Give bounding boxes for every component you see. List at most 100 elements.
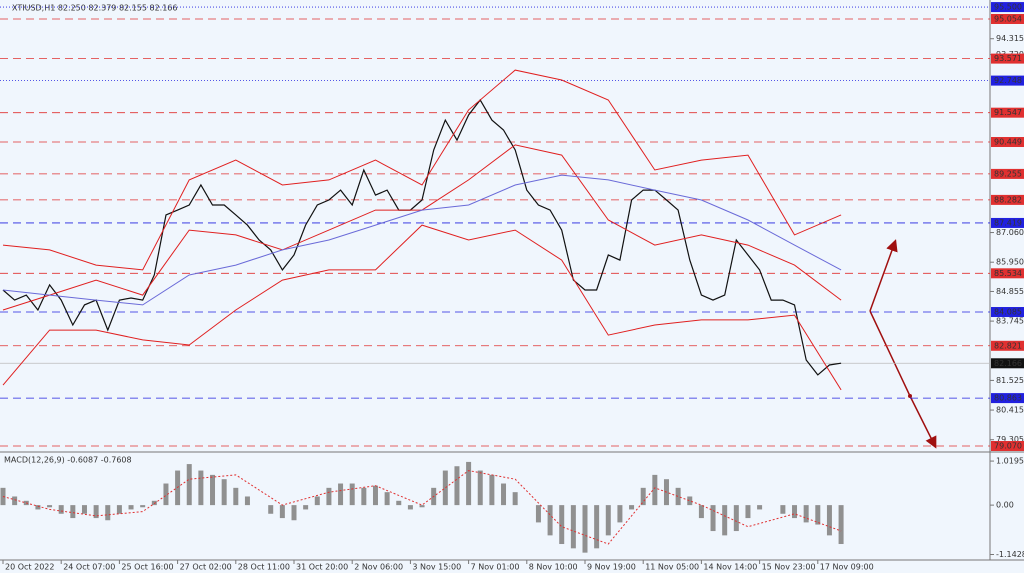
macd-bar xyxy=(477,470,483,506)
macd-bar xyxy=(81,505,87,514)
macd-bar xyxy=(221,479,227,506)
x-tick-label: 24 Oct 07:00 xyxy=(63,563,115,572)
macd-bar xyxy=(186,464,192,506)
x-tick-label: 15 Nov 23:00 xyxy=(762,563,816,572)
level-label-box xyxy=(991,440,1024,451)
macd-bar xyxy=(384,492,390,506)
x-tick-label: 17 Nov 09:00 xyxy=(820,563,874,572)
macd-bar xyxy=(780,505,786,514)
level-label-box xyxy=(991,307,1024,318)
chart-title: XTIUSD,H1 82.250 82.379 82.155 82.166 xyxy=(12,4,177,13)
macd-bar xyxy=(47,505,53,508)
macd-bar xyxy=(407,505,413,510)
macd-bar xyxy=(361,487,367,506)
y-tick-label: 81.525 xyxy=(996,376,1024,385)
macd-bar xyxy=(349,483,355,506)
level-label: 79.070 xyxy=(994,441,1022,450)
macd-bar xyxy=(535,505,541,523)
level-label-box xyxy=(991,217,1024,228)
level-label: 85.534 xyxy=(994,269,1022,278)
y-tick-label: 85.950 xyxy=(996,258,1024,267)
x-tick-label: 9 Nov 19:00 xyxy=(587,563,636,572)
y-tick-label: 80.415 xyxy=(996,406,1024,415)
macd-bar xyxy=(105,505,111,521)
level-label-box xyxy=(991,168,1024,179)
macd-bar xyxy=(757,505,763,510)
macd-bar xyxy=(210,474,216,506)
macd-bar xyxy=(233,487,239,506)
x-tick-label: 25 Oct 16:00 xyxy=(121,563,173,572)
macd-bar xyxy=(163,483,169,506)
macd-bar xyxy=(594,505,600,549)
x-tick-label: 11 Nov 05:00 xyxy=(645,563,699,572)
macd-bar xyxy=(58,505,64,514)
level-label-box xyxy=(991,53,1024,64)
macd-bar xyxy=(501,483,507,506)
macd-bar xyxy=(303,505,309,510)
x-tick-label: 2 Nov 06:00 xyxy=(354,563,403,572)
macd-bar xyxy=(12,496,18,506)
macd-bar xyxy=(489,474,495,506)
macd-bar xyxy=(268,505,274,514)
macd-bar xyxy=(372,485,378,506)
macd-bar xyxy=(559,505,565,545)
macd-bar xyxy=(128,505,134,510)
macd-bar xyxy=(722,505,728,536)
level-label: 90.449 xyxy=(994,138,1022,147)
x-tick-label: 3 Nov 15:00 xyxy=(412,563,461,572)
price-line xyxy=(2,98,842,376)
x-tick-label: 27 Oct 02:00 xyxy=(180,563,232,572)
arrow-node xyxy=(908,394,912,398)
y-tick-label: 79.305 xyxy=(996,435,1024,444)
level-label: 88.282 xyxy=(994,195,1022,204)
level-label: 82.166 xyxy=(994,359,1022,368)
level-label-box xyxy=(991,340,1024,351)
x-tick-label: 7 Nov 01:00 xyxy=(471,563,520,572)
x-tick-label: 31 Oct 20:00 xyxy=(296,563,348,572)
level-label-box xyxy=(991,268,1024,279)
macd-bar xyxy=(675,487,681,506)
macd-bar xyxy=(140,505,146,508)
macd-bar xyxy=(826,505,832,536)
macd-bar xyxy=(745,505,751,519)
indicator-line xyxy=(2,174,842,306)
macd-bar xyxy=(547,505,553,536)
level-label: 84.085 xyxy=(994,308,1022,317)
macd-title: MACD(12,26,9) -0.6087 -0.7608 xyxy=(4,456,132,465)
level-label-box xyxy=(991,393,1024,404)
indicator-line xyxy=(2,69,842,271)
forecast-arrow-up xyxy=(869,239,898,312)
macd-bar xyxy=(0,487,6,506)
macd-bar xyxy=(279,505,285,519)
level-label: 93.571 xyxy=(994,54,1022,63)
macd-bar xyxy=(198,470,204,506)
level-label-box xyxy=(991,358,1024,369)
y-tick-label: 83.745 xyxy=(996,317,1024,326)
macd-bar xyxy=(93,505,99,519)
macd-bar xyxy=(466,461,472,506)
macd-bar xyxy=(570,505,576,549)
macd-bar xyxy=(338,483,344,506)
macd-bar xyxy=(244,496,250,506)
x-tick-label: 28 Oct 11:00 xyxy=(238,563,290,572)
macd-bar xyxy=(419,505,425,508)
level-label-box xyxy=(991,13,1024,24)
macd-bar xyxy=(733,505,739,532)
y-tick-label: 84.855 xyxy=(996,287,1024,296)
macd-bar xyxy=(582,505,588,553)
level-label: 92.748 xyxy=(994,76,1022,85)
macd-bar xyxy=(803,505,809,523)
level-label: 95.054 xyxy=(994,14,1022,23)
macd-bar xyxy=(629,505,635,510)
macd-bar xyxy=(326,487,332,506)
macd-bar xyxy=(454,466,460,506)
level-label: 91.547 xyxy=(994,108,1022,117)
macd-bar xyxy=(314,496,320,506)
macd-bar xyxy=(291,505,297,521)
macd-bar xyxy=(710,505,716,532)
x-tick-label: 14 Nov 14:00 xyxy=(703,563,757,572)
y-tick-label: 1.0195 xyxy=(996,457,1024,466)
y-tick-label: 0.00 xyxy=(996,501,1014,510)
